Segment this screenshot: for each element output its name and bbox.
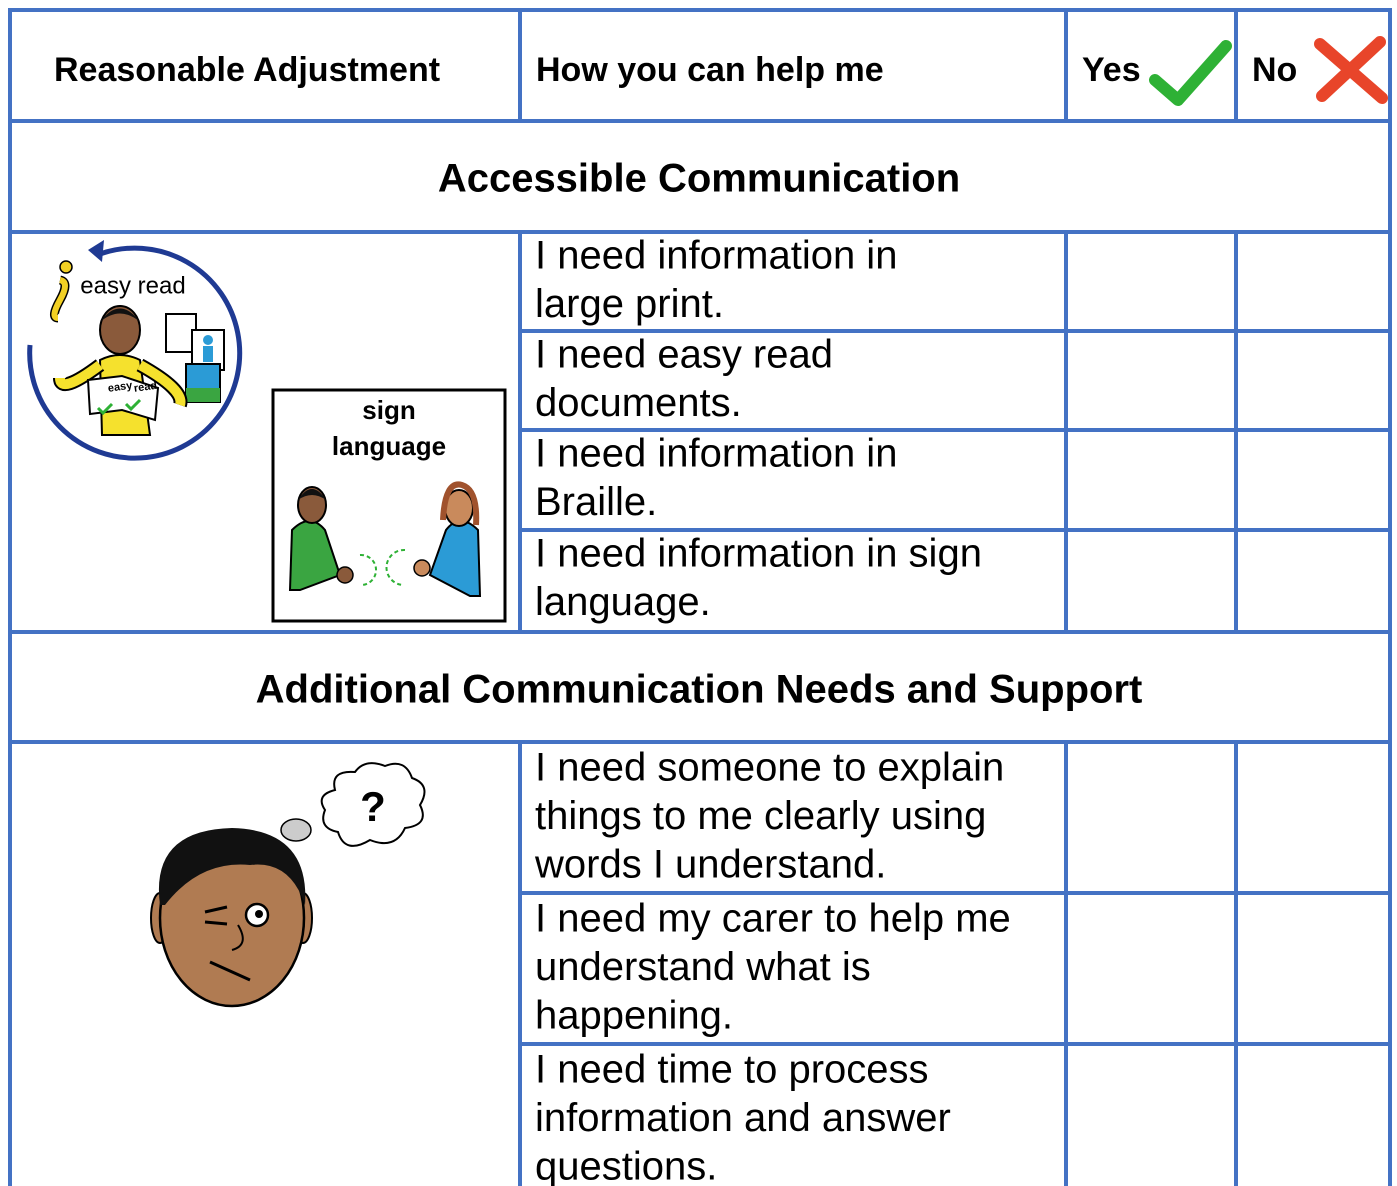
cell-text: documents.: [535, 381, 742, 425]
cell-text: I need information in: [535, 234, 897, 278]
thinking-face-icon: ?: [150, 762, 426, 1008]
icon-label: ?: [360, 783, 386, 830]
cell-text: large print.: [535, 282, 724, 326]
sign-language-icon: sign language: [271, 388, 507, 623]
cell-text: language.: [535, 580, 711, 624]
cell-text: happening.: [535, 994, 733, 1038]
table-grid: [8, 8, 1392, 1186]
cell-text: I need easy read: [535, 333, 833, 377]
cell-text: information and answer: [535, 1096, 951, 1140]
easy-read-icon: easy read easy read: [27, 240, 243, 461]
cell-text: things to me clearly using: [535, 794, 986, 838]
cross-icon: [1314, 36, 1388, 104]
section-title: Additional Communication Needs and Suppo…: [256, 668, 1143, 712]
header-cell: No: [1252, 51, 1297, 89]
icon-label: language: [332, 431, 446, 461]
icon-label: easy read: [80, 272, 185, 299]
header-cell: Yes: [1082, 51, 1141, 89]
cell-text: understand what is: [535, 945, 871, 989]
cell-text: I need my carer to help me: [535, 897, 1011, 941]
cell-text: words I understand.: [534, 843, 886, 887]
cell-text: I need information in: [535, 432, 897, 476]
cell-text: I need information in sign: [535, 532, 982, 576]
cell-text: I need time to process: [535, 1048, 929, 1092]
icon-label: sign: [362, 395, 415, 425]
cell-text: I need someone to explain: [535, 746, 1004, 790]
icon-label: easy: [107, 379, 134, 394]
header-cell: Reasonable Adjustment: [54, 51, 440, 89]
cell-text: Braille.: [535, 480, 657, 524]
icon-label: read: [133, 380, 158, 395]
check-icon: [1149, 40, 1232, 106]
header-cell: How you can help me: [536, 51, 884, 89]
section-title: Accessible Communication: [438, 157, 960, 201]
cell-text: questions.: [535, 1145, 717, 1186]
